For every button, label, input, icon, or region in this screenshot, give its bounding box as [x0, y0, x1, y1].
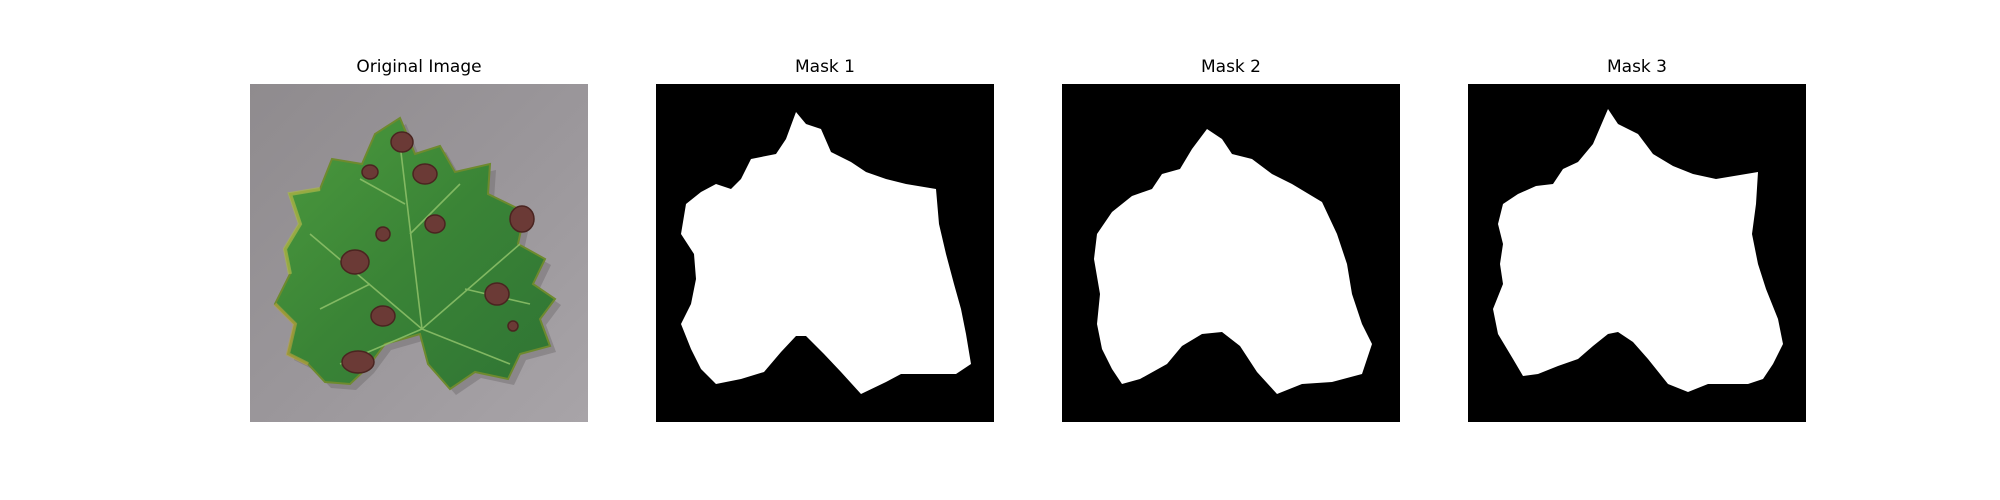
leaf-photo [250, 84, 588, 422]
leaf-lesions [340, 131, 535, 374]
mask-2-image [1062, 84, 1400, 422]
mask-2-title: Mask 2 [1200, 57, 1261, 77]
mask-2-region [1094, 129, 1372, 394]
leaf-edge-left [282, 187, 321, 275]
original-image-title: Original Image [356, 57, 482, 77]
mask-1-image [656, 84, 994, 422]
mask-3-region [1493, 109, 1783, 392]
leaf-veins [309, 143, 531, 365]
mask-1-title: Mask 1 [794, 57, 855, 77]
mask-3-image [1468, 84, 1806, 422]
mask-3-title: Mask 3 [1606, 57, 1667, 77]
mask-1-region [681, 112, 971, 394]
leaf-edge-bottom [273, 302, 309, 366]
